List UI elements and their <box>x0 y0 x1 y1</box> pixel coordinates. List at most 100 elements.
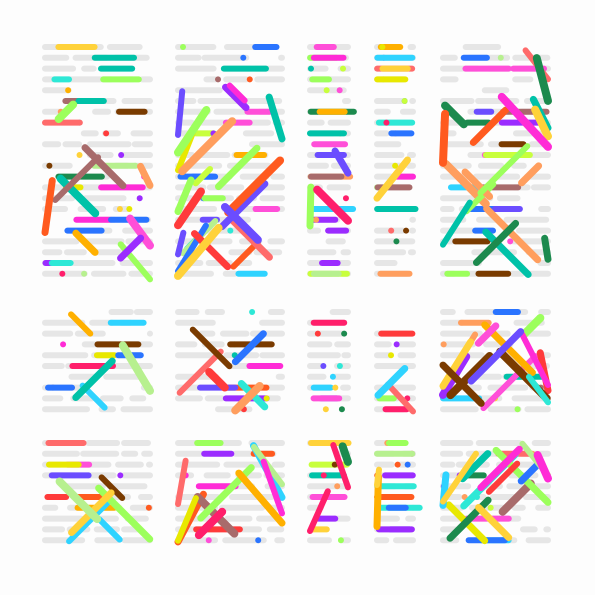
color-diagonal <box>189 326 233 370</box>
color-dot <box>507 238 514 245</box>
color-dot <box>205 537 212 544</box>
color-diagonal <box>306 183 315 230</box>
color-diagonal <box>440 199 473 248</box>
color-diagonal <box>214 144 261 191</box>
color-diagonal <box>532 54 552 105</box>
color-dot <box>314 330 321 337</box>
color-dot <box>322 406 329 413</box>
color-diagonal <box>384 381 416 415</box>
color-dot <box>338 406 345 413</box>
color-diagonal <box>477 143 531 196</box>
color-dot <box>461 494 468 500</box>
color-diagonal <box>54 100 78 124</box>
color-dot <box>337 537 344 544</box>
color-dot <box>334 483 341 490</box>
color-dot <box>487 504 494 511</box>
color-dot <box>336 87 343 94</box>
color-dot <box>383 119 390 126</box>
color-dot <box>255 537 262 544</box>
color-diagonal <box>338 442 352 466</box>
color-diagonal <box>118 341 154 395</box>
color-dot <box>118 152 125 158</box>
color-diagonal <box>525 373 551 406</box>
color-diagonal <box>72 357 116 402</box>
color-diagonal <box>477 445 523 492</box>
color-dot <box>341 330 348 337</box>
color-diagonal <box>518 162 543 187</box>
color-dot <box>179 44 186 50</box>
color-diagonal <box>174 223 223 280</box>
color-diagonal <box>485 460 521 495</box>
color-diagonal <box>136 162 154 189</box>
color-dot <box>403 227 410 234</box>
color-diagonal <box>541 234 552 263</box>
color-diagonal <box>126 214 154 250</box>
color-dot <box>59 270 66 277</box>
color-diagonal <box>222 83 250 112</box>
color-dot <box>331 461 338 468</box>
color-dot <box>307 65 314 72</box>
color-diagonal <box>517 461 542 485</box>
color-dot <box>116 206 123 212</box>
color-diagonal <box>231 381 264 415</box>
color-diagonal <box>194 507 227 540</box>
color-dot <box>379 44 386 50</box>
color-dot <box>227 227 234 234</box>
color-dot <box>249 309 256 315</box>
color-diagonal <box>331 147 352 177</box>
color-diagonal <box>373 156 411 202</box>
color-diagonal <box>175 457 189 508</box>
color-dot <box>336 363 343 369</box>
color-dot <box>393 238 400 245</box>
color-dot <box>320 472 327 479</box>
color-diagonal <box>175 495 199 544</box>
color-diagonal <box>467 328 525 385</box>
color-dot <box>145 504 152 511</box>
color-dot <box>126 206 133 212</box>
color-diagonal <box>220 202 262 244</box>
color-dot <box>514 406 521 413</box>
color-diagonal <box>231 330 267 366</box>
color-diagonal <box>459 450 492 483</box>
color-dot <box>81 270 88 277</box>
color-dot <box>136 195 143 202</box>
color-diagonal <box>224 156 285 217</box>
color-diagonal <box>260 458 285 517</box>
color-diagonal <box>472 219 520 267</box>
color-diagonal <box>498 479 535 516</box>
color-diagonal <box>439 338 475 390</box>
color-dot <box>313 216 320 223</box>
color-dot <box>65 87 72 94</box>
color-diagonal <box>174 176 195 215</box>
color-diagonal <box>474 322 500 347</box>
color-dot <box>394 461 401 468</box>
color-diagonal <box>533 451 552 483</box>
color-dot <box>497 54 504 61</box>
color-diagonal <box>178 117 237 176</box>
color-diagonal <box>330 442 351 491</box>
color-diagonal <box>520 314 545 339</box>
color-diagonal <box>519 331 551 389</box>
color-diagonal <box>191 230 232 271</box>
color-diagonal <box>96 516 123 543</box>
color-diagonal <box>174 187 205 230</box>
color-diagonal <box>52 154 102 204</box>
color-diagonal <box>307 488 331 535</box>
color-diagonal <box>175 222 209 275</box>
color-diagonal <box>374 466 383 488</box>
color-diagonal <box>41 177 56 236</box>
color-diagonal <box>313 185 352 225</box>
color-diagonal <box>66 499 111 545</box>
color-diagonal <box>56 174 100 218</box>
color-dot <box>388 227 395 234</box>
color-diagonal <box>98 474 126 502</box>
color-dot <box>340 65 347 72</box>
color-dot <box>332 384 339 391</box>
color-diagonal <box>446 352 494 400</box>
color-dot <box>440 341 447 348</box>
color-dot <box>329 373 336 380</box>
color-diagonal <box>175 229 187 258</box>
color-diagonal <box>72 229 99 256</box>
color-diagonal <box>192 166 214 187</box>
color-dot <box>392 162 399 169</box>
